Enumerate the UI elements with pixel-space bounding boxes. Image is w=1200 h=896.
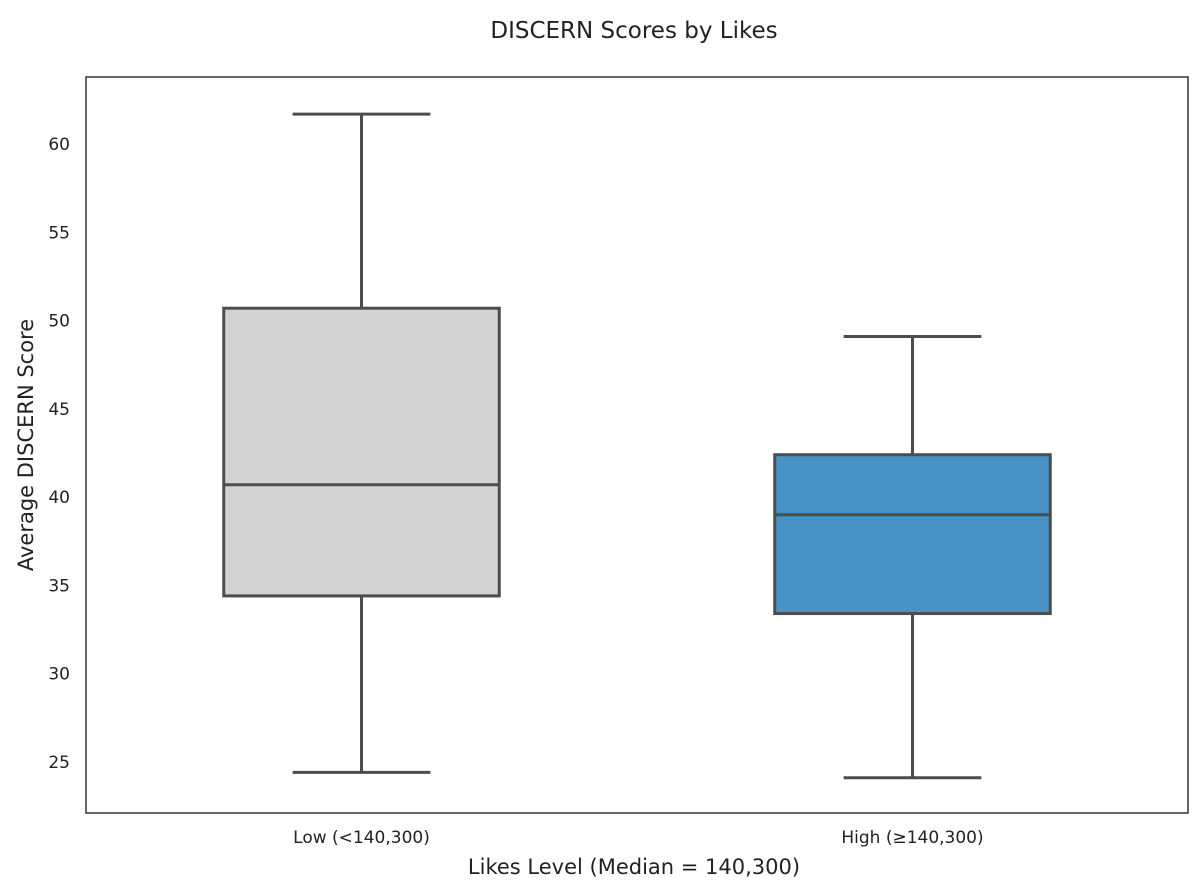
y-tick-label: 50 <box>48 312 70 332</box>
y-tick-label: 55 <box>48 223 70 243</box>
boxes-layer <box>222 112 1052 780</box>
chart-title: DISCERN Scores by Likes <box>490 18 777 44</box>
box-iqr <box>773 453 1052 616</box>
y-axis-label: Average DISCERN Score <box>14 319 38 571</box>
box-group <box>222 112 501 774</box>
x-axis-label: Likes Level (Median = 140,300) <box>468 855 800 879</box>
y-tick-label: 30 <box>48 665 70 685</box>
plot-frame <box>85 76 1189 814</box>
y-tick-label: 40 <box>48 488 70 508</box>
y-tick-label: 25 <box>48 753 70 773</box>
y-tick-label: 60 <box>48 135 70 155</box>
x-tick-label: Low (<140,300) <box>293 828 430 848</box>
box-iqr <box>222 306 501 598</box>
y-tick-label: 45 <box>48 400 70 420</box>
y-tick-label: 35 <box>48 576 70 596</box>
x-tick-label: High (≥140,300) <box>841 828 983 848</box>
y-axis: 25 30 35 40 45 50 55 60 <box>48 135 70 773</box>
box-group <box>773 334 1052 780</box>
x-axis: Low (<140,300) High (≥140,300) <box>293 828 984 848</box>
